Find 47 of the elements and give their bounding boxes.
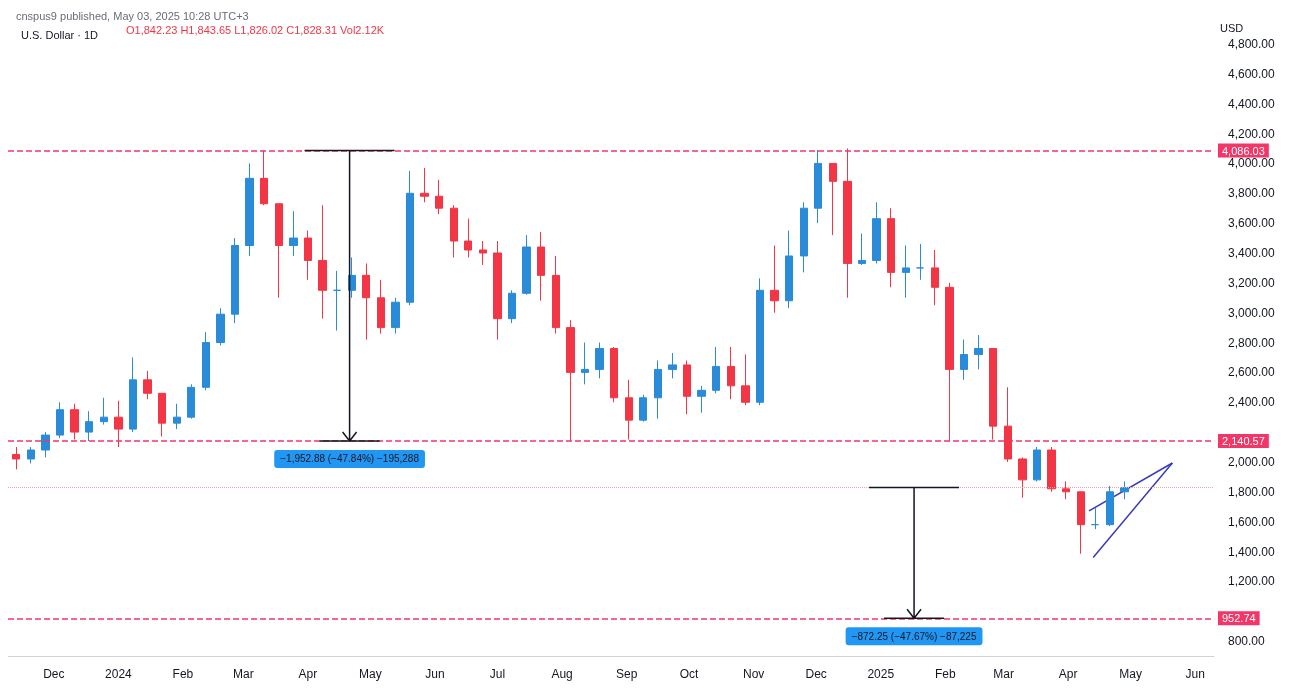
x-tick-label: Apr: [298, 667, 318, 681]
x-tick-label: Mar: [233, 667, 254, 681]
x-tick-label: 2025: [867, 667, 895, 681]
y-axis-title: USD: [1220, 21, 1244, 34]
y-tick-label: 3,800.00: [1228, 186, 1276, 201]
y-tick-label: 1,400.00: [1228, 544, 1276, 559]
y-tick-label: 1,600.00: [1228, 514, 1276, 529]
x-tick-label: Dec: [805, 667, 827, 681]
x-tick-label: Jun: [1185, 667, 1205, 681]
y-tick-label: 4,000.00: [1228, 156, 1276, 171]
y-tick-label: 1,200.00: [1228, 574, 1276, 589]
x-tick-label: May: [359, 667, 382, 681]
y-tick-label: 4,200.00: [1228, 126, 1276, 141]
y-tick-label: 2,800.00: [1228, 335, 1276, 350]
x-tick-label: 2024: [105, 667, 133, 681]
x-tick-label: Jul: [489, 667, 506, 681]
x-tick-label: Aug: [551, 667, 573, 681]
chart-title: U.S. Dollar · 1D: [21, 28, 99, 41]
y-tick-label: 4,600.00: [1228, 66, 1276, 81]
y-tick-label: 3,400.00: [1228, 245, 1276, 260]
x-tick-label: May: [1119, 667, 1143, 681]
ref-line-label: 4,086.03: [1222, 144, 1265, 157]
x-tick-label: Mar: [993, 667, 1014, 681]
ref-line-label: 952.74: [1222, 612, 1256, 625]
x-tick-label: Dec: [43, 667, 65, 681]
ref-line-label: 2,140.57: [1222, 434, 1265, 447]
text: cnspus9 published, May 03, 2025 10:28 UTC+3: [16, 9, 249, 22]
x-tick-label: Sep: [615, 667, 638, 681]
annotation: −1,952.88 (−47.84%) −195,288: [280, 453, 420, 465]
x-tick-label: Apr: [1058, 667, 1078, 681]
y-tick-label: 2,000.00: [1228, 454, 1276, 469]
x-tick-label: Jun: [425, 667, 445, 681]
y-tick-label: 3,000.00: [1228, 305, 1276, 320]
y-tick-label: 3,600.00: [1228, 216, 1276, 231]
x-tick-label: Feb: [172, 667, 194, 681]
x-tick-label: Oct: [679, 667, 700, 681]
y-tick-label: 3,200.00: [1228, 275, 1276, 290]
x-tick-label: Nov: [743, 667, 765, 681]
annotation: −872.25 (−47.67%) −87,225: [851, 630, 977, 642]
y-tick-label: 2,400.00: [1228, 395, 1276, 410]
x-tick-label: Feb: [934, 667, 956, 681]
text: O1,842.23 H1,843.65 L1,826.02 C1,828.31 Vol2.12K: [126, 23, 385, 36]
y-tick-label: 800.00: [1228, 634, 1266, 649]
y-tick-label: 1,800.00: [1228, 484, 1276, 499]
y-tick-label: 2,600.00: [1228, 365, 1276, 380]
y-tick-label: 4,800.00: [1228, 37, 1276, 51]
y-tick-label: 4,400.00: [1228, 96, 1276, 111]
